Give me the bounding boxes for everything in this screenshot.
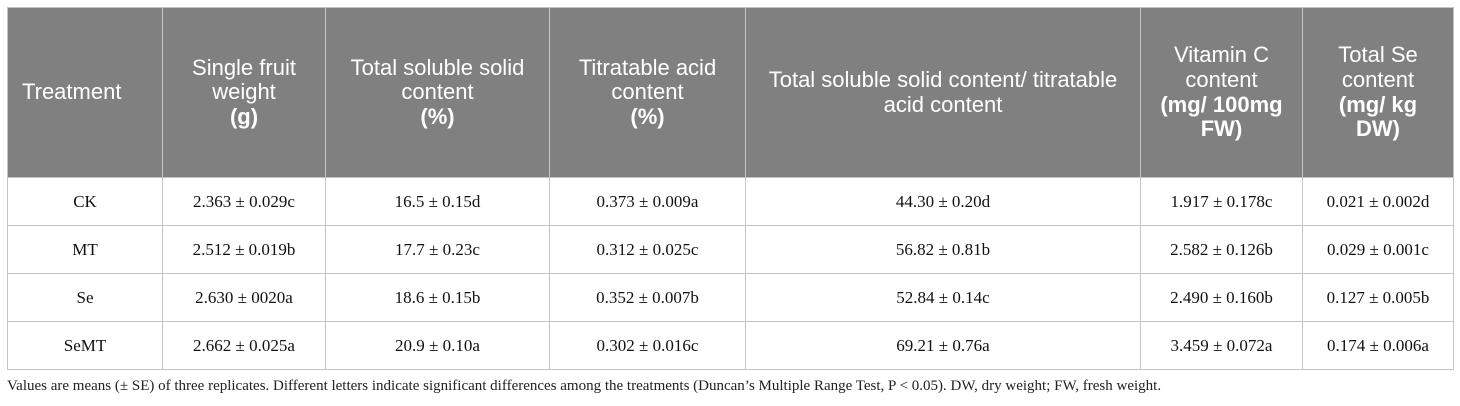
row-label: Se — [7, 273, 163, 322]
table-cell: 0.029 ± 0.001c — [1302, 225, 1454, 274]
table-cell: 2.630 ± 0020a — [162, 273, 326, 322]
table-row: SeMT 2.662 ± 0.025a 20.9 ± 0.10a 0.302 ± 0.… — [7, 321, 1454, 370]
table-cell: 0.352 ± 0.007b — [549, 273, 746, 322]
table-cell: 56.82 ± 0.81b — [745, 225, 1141, 274]
table-cell: 2.512 ± 0.019b — [162, 225, 326, 274]
table-cell: 2.363 ± 0.029c — [162, 177, 326, 226]
header-unit: (mg/ 100mg FW) — [1160, 91, 1283, 142]
table-cell: 3.459 ± 0.072a — [1140, 321, 1303, 370]
table-cell: 20.9 ± 0.10a — [325, 321, 550, 370]
row-label: SeMT — [7, 321, 163, 370]
table-cell: 2.582 ± 0.126b — [1140, 225, 1303, 274]
table-cell: 0.312 ± 0.025c — [549, 225, 746, 274]
header-label: Total soluble solid content — [350, 54, 525, 105]
header-label: Total soluble solid content/ titratable … — [768, 66, 1118, 117]
table-cell: 17.7 ± 0.23c — [325, 225, 550, 274]
row-label: MT — [7, 225, 163, 274]
table-cell: 2.662 ± 0.025a — [162, 321, 326, 370]
table-cell: 0.373 ± 0.009a — [549, 177, 746, 226]
table-cell: 0.174 ± 0.006a — [1302, 321, 1454, 370]
table-cell: 1.917 ± 0.178c — [1140, 177, 1303, 226]
header-unit: (mg/ kg DW) — [1338, 91, 1418, 142]
header-cell: Vitamin C content (mg/ 100mg FW) — [1140, 7, 1303, 178]
table-cell: 52.84 ± 0.14c — [745, 273, 1141, 322]
header-label: Titratable acid content — [578, 54, 717, 105]
row-label: CK — [7, 177, 163, 226]
header-cell: Total soluble solid content/ titratable … — [745, 7, 1141, 178]
header-label: Treatment — [22, 79, 122, 105]
header-row: Treatment Single fruit weight (g) Total sol… — [7, 7, 1454, 178]
table-cell: 0.127 ± 0.005b — [1302, 273, 1454, 322]
table-cell: 69.21 ± 0.76a — [745, 321, 1141, 370]
header-cell: Total soluble solid content (%) — [325, 7, 550, 178]
table-cell: 16.5 ± 0.15d — [325, 177, 550, 226]
table-cell: 0.302 ± 0.016c — [549, 321, 746, 370]
table-row: CK 2.363 ± 0.029c 16.5 ± 0.15d 0.373 ± 0.00… — [7, 177, 1454, 226]
header-label: Vitamin C content — [1174, 42, 1269, 92]
table-cell: 0.021 ± 0.002d — [1302, 177, 1454, 226]
header-unit: (g) — [229, 103, 259, 129]
header-unit: (%) — [420, 103, 455, 129]
table-cell: 18.6 ± 0.15b — [325, 273, 550, 322]
header-label: Total Se content — [1338, 42, 1418, 92]
footnote: Values are means (± SE) of three replica… — [7, 378, 1162, 394]
data-table: Treatment Single fruit weight (g) Total sol… — [7, 7, 1454, 370]
table-row: Se 2.630 ± 0020a 18.6 ± 0.15b 0.352 ± 0.007… — [7, 273, 1454, 322]
table-cell: 44.30 ± 0.20d — [745, 177, 1141, 226]
header-cell: Single fruit weight (g) — [162, 7, 326, 178]
table-row: MT 2.512 ± 0.019b 17.7 ± 0.23c 0.312 ± 0.02… — [7, 225, 1454, 274]
header-cell: Total Se content (mg/ kg DW) — [1302, 7, 1454, 178]
table-body: CK 2.363 ± 0.029c 16.5 ± 0.15d 0.373 ± 0.00… — [7, 177, 1454, 370]
table-cell: 2.490 ± 0.160b — [1140, 273, 1303, 322]
header-unit: (%) — [630, 103, 665, 129]
header-label: Single fruit weight — [192, 54, 296, 105]
header-cell: Titratable acid content (%) — [549, 7, 746, 178]
header-cell: Treatment — [7, 7, 163, 178]
